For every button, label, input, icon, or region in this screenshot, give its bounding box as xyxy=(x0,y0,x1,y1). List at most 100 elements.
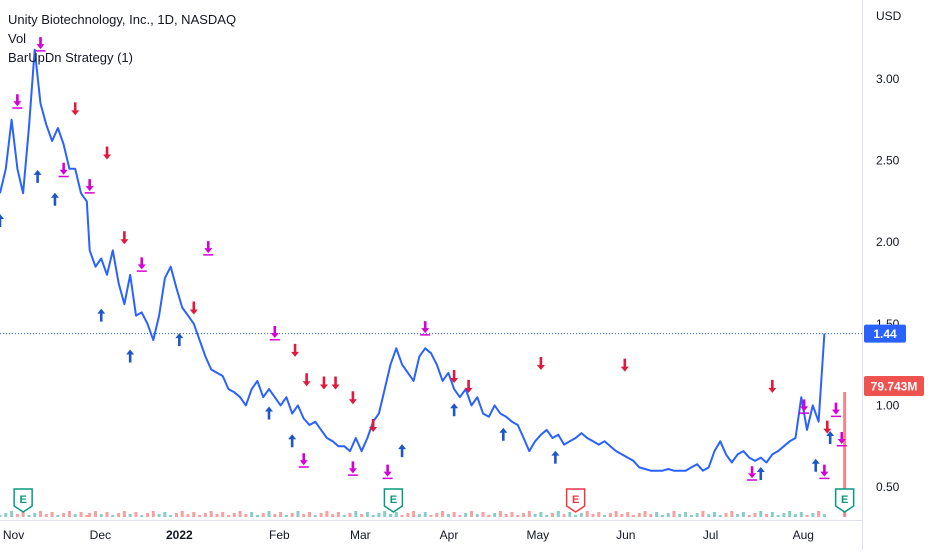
volume-bar xyxy=(817,511,821,517)
y-tick-label: 2.50 xyxy=(876,154,900,168)
long-entry-arrow xyxy=(97,308,106,322)
volume-bar xyxy=(122,511,126,517)
short-entry-arrow xyxy=(464,379,473,393)
volume-bar xyxy=(10,511,14,517)
long-entry-arrow xyxy=(756,466,765,480)
volume-bar xyxy=(62,513,66,517)
volume-bar xyxy=(568,512,572,517)
volume-bar xyxy=(203,513,207,517)
short-entry-arrow xyxy=(450,370,459,384)
exit-marker xyxy=(347,461,358,476)
volume-bar xyxy=(21,512,25,517)
volume-bar xyxy=(631,515,635,517)
volume-bar xyxy=(412,511,416,517)
volume-bar xyxy=(429,515,433,517)
volume-bar xyxy=(556,511,560,517)
exit-marker xyxy=(12,94,23,109)
volume-bar xyxy=(776,515,780,517)
exit-marker xyxy=(830,402,841,418)
volume-bar xyxy=(406,513,410,517)
volume-value: 79.743M xyxy=(871,380,918,394)
short-entry-arrow xyxy=(331,376,340,390)
x-tick-label: Jul xyxy=(703,528,718,542)
volume-bar xyxy=(527,511,531,517)
legend-strategy[interactable]: BarUpDn Strategy (1) xyxy=(8,50,133,65)
volume-bar xyxy=(255,515,259,517)
volume-bar xyxy=(626,512,630,517)
long-entry-arrow xyxy=(33,169,42,183)
volume-bar xyxy=(117,513,121,517)
volume-bar xyxy=(793,514,797,517)
volume-bar xyxy=(707,514,711,517)
earnings-marker-label: E xyxy=(572,494,579,506)
exit-marker xyxy=(747,466,758,481)
volume-bar xyxy=(394,512,398,517)
short-entry-arrow xyxy=(120,231,129,245)
volume-bar xyxy=(169,515,173,517)
volume-bar xyxy=(672,511,676,517)
earnings-marker[interactable] xyxy=(383,488,404,513)
exit-marker xyxy=(35,37,46,52)
volume-bar xyxy=(232,513,236,517)
volume-bar xyxy=(747,515,751,517)
short-entry-arrow xyxy=(302,373,311,387)
exit-marker xyxy=(836,432,847,447)
volume-bar xyxy=(660,515,664,517)
y-tick-label: 3.00 xyxy=(876,72,900,86)
legend-vol[interactable]: Vol xyxy=(8,31,27,46)
volume-bar xyxy=(724,513,728,517)
volume-bar xyxy=(522,513,526,517)
volume-bar xyxy=(464,513,468,517)
short-entry-arrow xyxy=(823,420,832,434)
volume-bar xyxy=(296,511,300,517)
volume-bar xyxy=(701,511,705,517)
volume-bar xyxy=(93,511,97,517)
legend-title[interactable]: Unity Biotechnology, Inc., 1D, NASDAQ xyxy=(8,12,237,27)
volume-bar xyxy=(67,511,71,517)
volume-bar xyxy=(643,511,647,517)
volume-bar xyxy=(469,511,473,517)
volume-bar xyxy=(493,513,497,517)
volume-bar xyxy=(0,515,2,517)
volume-bar xyxy=(273,514,277,517)
long-entry-arrow xyxy=(826,431,835,445)
volume-bar xyxy=(458,515,462,517)
long-entry-arrow xyxy=(175,333,184,347)
exit-marker xyxy=(58,162,69,178)
earnings-marker[interactable] xyxy=(834,488,855,513)
volume-bar xyxy=(221,512,225,517)
short-entry-arrow xyxy=(620,358,629,372)
volume-bar xyxy=(215,514,219,517)
long-entry-arrow xyxy=(499,427,508,441)
volume-bar xyxy=(261,513,265,517)
volume-bar xyxy=(539,512,543,517)
volume-bar xyxy=(157,514,161,517)
volume-bar xyxy=(319,513,323,517)
volume-bar xyxy=(50,512,54,517)
earnings-marker-label: E xyxy=(390,494,397,506)
volume-bar xyxy=(487,515,491,517)
long-entry-arrow xyxy=(0,213,4,227)
volume-bar xyxy=(435,513,439,517)
volume-bar xyxy=(585,511,589,517)
exit-marker xyxy=(298,453,309,468)
last-price-badge[interactable] xyxy=(864,324,906,343)
volume-bar xyxy=(27,515,31,517)
volume-bar xyxy=(140,515,144,517)
short-entry-arrow xyxy=(768,379,777,393)
volume-bar xyxy=(545,515,549,517)
volume-badge[interactable] xyxy=(864,376,924,396)
short-entry-arrow xyxy=(71,102,80,116)
volume-bar xyxy=(198,515,202,517)
volume-bar xyxy=(608,513,612,517)
long-entry-arrow xyxy=(265,406,274,420)
volume-bar xyxy=(678,514,682,517)
volume-bar xyxy=(73,514,77,517)
volume-bar xyxy=(423,512,427,517)
earnings-marker[interactable] xyxy=(13,488,33,513)
volume-bar xyxy=(730,511,734,517)
earnings-marker[interactable] xyxy=(565,488,586,513)
